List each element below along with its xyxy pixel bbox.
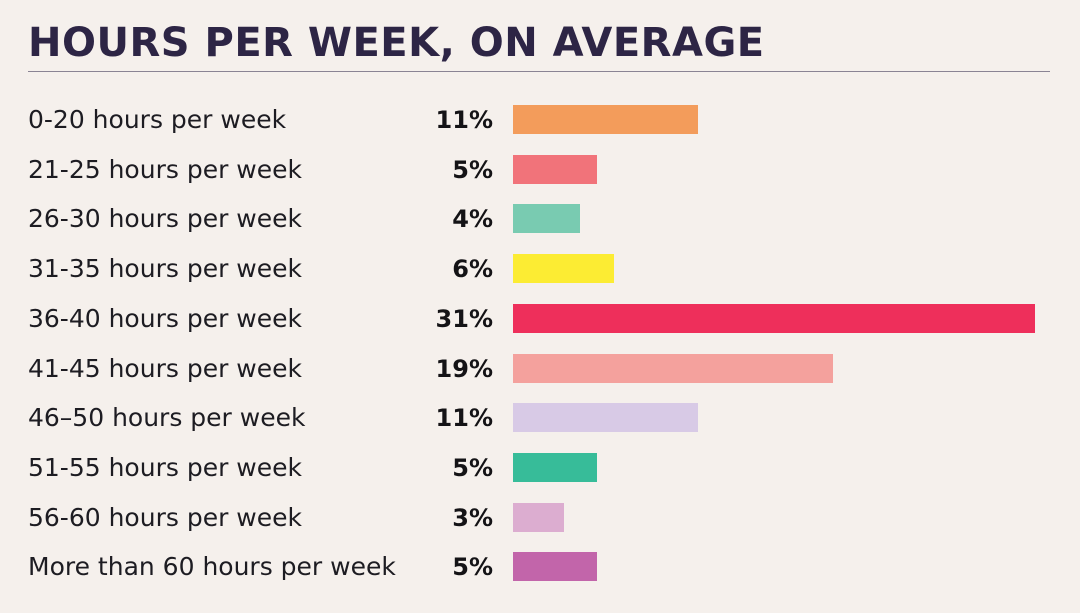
category-label: 21-25 hours per week — [28, 154, 302, 184]
bar-row: 26-30 hours per week 4% — [0, 199, 1080, 239]
bar — [513, 204, 581, 234]
bar — [513, 303, 1036, 333]
bar — [513, 154, 598, 184]
title-divider — [28, 71, 1050, 72]
category-label: 0-20 hours per week — [28, 105, 287, 134]
bar-row: More than 60 hours per week 5% — [0, 547, 1080, 587]
value-label: 6% — [452, 255, 493, 284]
bar — [513, 105, 699, 134]
bar — [513, 452, 598, 482]
bar — [513, 353, 834, 383]
bar-row: 46–50 hours per week 11% — [0, 398, 1080, 438]
category-label: 36-40 hours per week — [28, 303, 302, 333]
value-label: 4% — [452, 205, 493, 234]
category-label: 51-55 hours per week — [28, 452, 302, 482]
bar-row: 36-40 hours per week 31% — [0, 299, 1080, 339]
bar — [513, 403, 699, 433]
chart-title: HOURS PER WEEK, ON AVERAGE — [28, 20, 765, 66]
bar — [513, 552, 598, 582]
category-label: 31-35 hours per week — [28, 254, 302, 284]
bar — [513, 254, 615, 284]
value-label: 11% — [435, 106, 493, 134]
value-label: 5% — [452, 453, 493, 482]
value-label: 11% — [435, 404, 493, 433]
bar-row: 21-25 hours per week 5% — [0, 150, 1080, 190]
bar-row: 0-20 hours per week 11% — [0, 100, 1080, 140]
bar-row: 41-45 hours per week 19% — [0, 349, 1080, 389]
value-label: 5% — [452, 155, 493, 184]
bar-row: 31-35 hours per week 6% — [0, 249, 1080, 289]
bar-row: 51-55 hours per week 5% — [0, 448, 1080, 488]
category-label: 56-60 hours per week — [28, 502, 302, 532]
category-label: 46–50 hours per week — [28, 403, 306, 433]
category-label: 26-30 hours per week — [28, 204, 302, 234]
category-label: 41-45 hours per week — [28, 353, 302, 383]
bar — [513, 502, 564, 532]
value-label: 31% — [435, 304, 493, 333]
value-label: 19% — [435, 354, 493, 383]
value-label: 3% — [452, 503, 493, 532]
category-label: More than 60 hours per week — [28, 552, 396, 582]
bar-row: 56-60 hours per week 3% — [0, 498, 1080, 538]
value-label: 5% — [452, 553, 493, 582]
